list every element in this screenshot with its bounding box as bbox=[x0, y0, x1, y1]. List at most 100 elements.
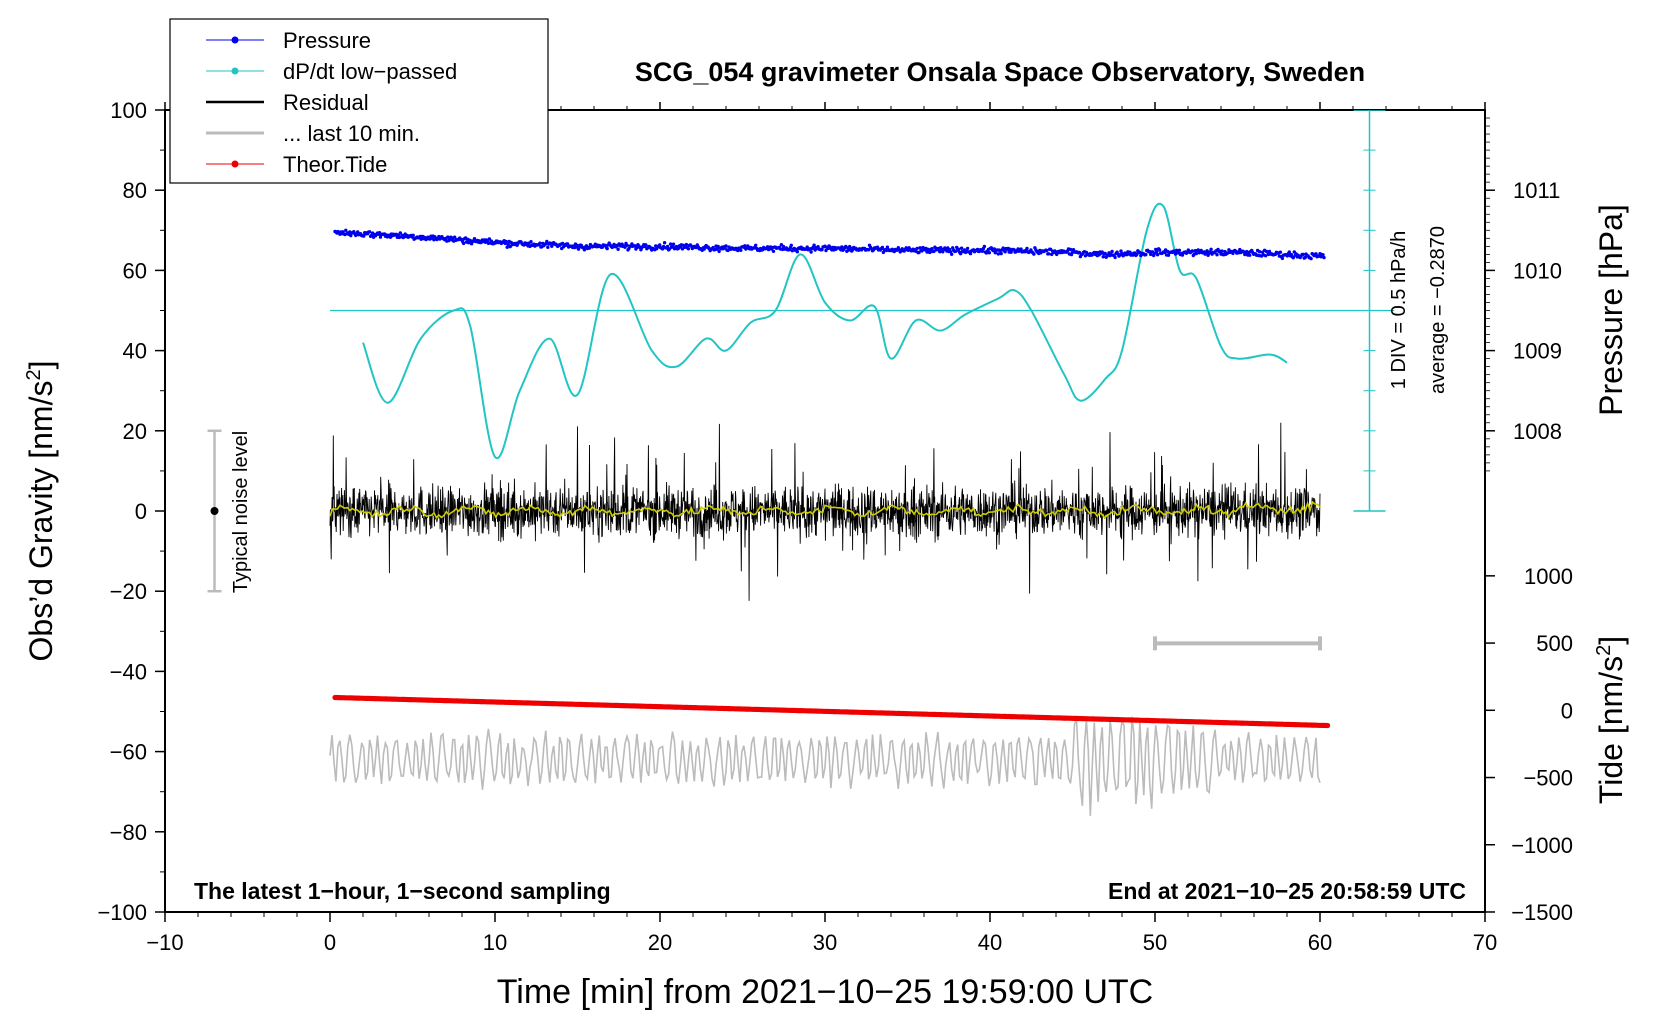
pressure-point bbox=[739, 248, 743, 252]
pressure-point bbox=[956, 247, 961, 251]
y-tick-label: 60 bbox=[123, 258, 147, 283]
pressure-point bbox=[958, 252, 963, 256]
pressure-point bbox=[1162, 250, 1167, 255]
x-tick-label: 30 bbox=[813, 930, 837, 955]
pressure-point bbox=[658, 243, 662, 247]
legend-label-tide: Theor.Tide bbox=[283, 152, 387, 177]
pressure-point bbox=[1278, 250, 1283, 254]
legend-marker-dpdt bbox=[231, 67, 239, 75]
y-axis-label-left-sup: 2 bbox=[23, 369, 45, 380]
pressure-point bbox=[754, 243, 758, 247]
y-tick-label: 40 bbox=[123, 339, 147, 364]
pressure-point bbox=[505, 245, 509, 249]
pressure-point bbox=[1003, 250, 1007, 254]
pressure-point bbox=[1257, 250, 1262, 254]
pressure-point bbox=[625, 243, 629, 247]
y-tick-label: −100 bbox=[97, 900, 147, 925]
pressure-point bbox=[1190, 249, 1195, 253]
last10-range-bar bbox=[1153, 636, 1322, 651]
pressure-point bbox=[1155, 250, 1159, 254]
tide-axis-label-end: ] bbox=[1593, 636, 1629, 645]
pressure-point bbox=[671, 242, 676, 246]
pressure-point bbox=[1309, 256, 1313, 261]
pressure-point bbox=[398, 231, 402, 235]
pressure-point bbox=[1301, 252, 1305, 257]
last10-line bbox=[329, 716, 1321, 816]
pressure-point bbox=[1113, 255, 1117, 260]
pressure-point bbox=[1155, 253, 1160, 257]
dpdt-series bbox=[362, 202, 1288, 460]
tide-tick-label: −500 bbox=[1523, 766, 1573, 791]
tide-tick-label: 1000 bbox=[1524, 564, 1573, 589]
pressure-point bbox=[1314, 252, 1318, 256]
pressure-point bbox=[880, 245, 885, 250]
x-axis-ticks: −10 0 10 20 30 40 50 60 70 bbox=[146, 102, 1497, 955]
dpdt-div-label: 1 DIV = 0.5 hPa/h bbox=[1388, 231, 1410, 389]
pressure-point bbox=[1001, 246, 1005, 250]
y-tick-label: −60 bbox=[110, 740, 147, 765]
pressure-point bbox=[605, 246, 609, 251]
pressure-point bbox=[724, 244, 728, 248]
pressure-axis-label: Pressure [hPa] bbox=[1593, 204, 1629, 416]
y-axis-label-left-text: Obs’d Gravity [nm/s bbox=[23, 381, 59, 662]
tide-point bbox=[1325, 722, 1331, 729]
pressure-point bbox=[1032, 252, 1036, 256]
pressure-point bbox=[616, 247, 620, 251]
pressure-point bbox=[1205, 249, 1209, 253]
pressure-point bbox=[968, 251, 973, 256]
pressure-point bbox=[1267, 249, 1272, 254]
pressure-point bbox=[1209, 247, 1213, 251]
y-tick-label: −80 bbox=[110, 820, 147, 845]
pressure-point bbox=[920, 249, 924, 253]
pressure-point bbox=[996, 252, 1000, 256]
pressure-tick-label: 1008 bbox=[1513, 419, 1562, 444]
pressure-point bbox=[1025, 246, 1029, 251]
pressure-point bbox=[565, 242, 570, 246]
tide-tick-label: 500 bbox=[1536, 631, 1573, 656]
y-tick-label: −40 bbox=[110, 659, 147, 684]
tide-axis-label-text: Tide [nm/s bbox=[1593, 656, 1629, 804]
pressure-point bbox=[1045, 248, 1049, 253]
x-axis-label: Time [min] from 2021−10−25 19:59:00 UTC bbox=[497, 973, 1153, 1011]
noise-level-label: Typical noise level bbox=[230, 431, 252, 593]
pressure-point bbox=[662, 241, 667, 245]
pressure-tick-label: 1011 bbox=[1513, 178, 1560, 203]
last10-series bbox=[329, 716, 1321, 816]
x-tick-label: 20 bbox=[648, 930, 672, 955]
residual-smoothed-line bbox=[329, 500, 1321, 520]
legend-marker-tide bbox=[231, 160, 239, 168]
sampling-annotation: The latest 1−hour, 1−second sampling bbox=[194, 878, 611, 904]
pressure-point bbox=[1321, 253, 1325, 257]
pressure-point bbox=[1103, 251, 1107, 256]
pressure-point bbox=[349, 233, 353, 238]
pressure-point bbox=[344, 228, 348, 232]
pressure-point bbox=[1077, 250, 1082, 255]
pressure-point bbox=[1263, 254, 1268, 258]
pressure-point bbox=[982, 244, 987, 249]
y-axis-ticks: −100 −80 −60 −40 −20 0 20 40 60 80 100 bbox=[97, 98, 165, 925]
pressure-point bbox=[1157, 248, 1162, 252]
pressure-point bbox=[926, 247, 930, 251]
pressure-point bbox=[1280, 256, 1285, 261]
y-axis-label-left-end: ] bbox=[23, 361, 59, 370]
legend-label-pressure: Pressure bbox=[283, 28, 371, 53]
pressure-point bbox=[1215, 253, 1219, 257]
pressure-point bbox=[930, 247, 934, 251]
pressure-point bbox=[362, 234, 366, 238]
pressure-point bbox=[461, 241, 466, 246]
residual-line bbox=[329, 422, 1321, 601]
pressure-point bbox=[1248, 253, 1252, 257]
x-tick-label: 10 bbox=[483, 930, 507, 955]
pressure-point bbox=[1119, 249, 1123, 253]
pressure-point bbox=[1322, 255, 1326, 260]
x-tick-label: 50 bbox=[1143, 930, 1167, 955]
legend-entry-residual: Residual bbox=[206, 90, 369, 115]
legend-entry-last10: ... last 10 min. bbox=[206, 121, 420, 146]
pressure-point bbox=[453, 235, 457, 239]
pressure-point bbox=[820, 248, 824, 252]
pressure-point bbox=[715, 247, 719, 251]
x-tick-label: 40 bbox=[978, 930, 1002, 955]
chart-title: SCG_054 gravimeter Onsala Space Observat… bbox=[635, 57, 1365, 87]
pressure-point bbox=[644, 243, 648, 247]
pressure-point bbox=[1068, 247, 1073, 252]
